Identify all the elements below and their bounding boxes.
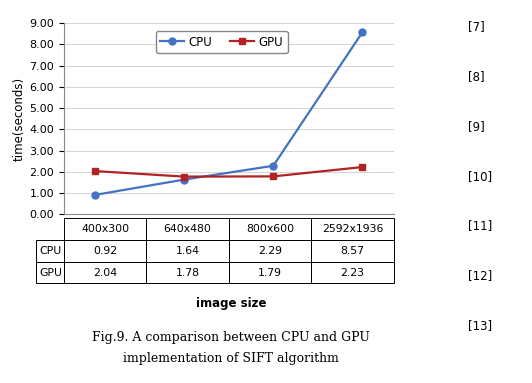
CPU [270, 164, 277, 168]
CPU [181, 177, 187, 182]
Text: [9]: [9] [468, 120, 485, 133]
Text: image size: image size [196, 297, 267, 310]
Text: [7]: [7] [468, 20, 485, 33]
GPU [270, 174, 277, 179]
CPU [359, 30, 365, 34]
Text: [8]: [8] [468, 70, 485, 83]
Y-axis label: time(seconds): time(seconds) [12, 77, 25, 161]
Line: GPU: GPU [92, 164, 366, 180]
CPU [92, 193, 98, 197]
Text: [12]: [12] [468, 269, 493, 282]
GPU [181, 174, 187, 179]
Text: implementation of SIFT algorithm: implementation of SIFT algorithm [123, 352, 339, 365]
Text: Fig.9. A comparison between CPU and GPU: Fig.9. A comparison between CPU and GPU [93, 331, 370, 344]
Legend: CPU, GPU: CPU, GPU [155, 31, 288, 53]
GPU [92, 169, 98, 173]
Text: [10]: [10] [468, 170, 492, 183]
Text: [11]: [11] [468, 219, 493, 232]
Line: CPU: CPU [92, 29, 366, 198]
GPU [359, 165, 365, 169]
Text: [13]: [13] [468, 319, 492, 332]
